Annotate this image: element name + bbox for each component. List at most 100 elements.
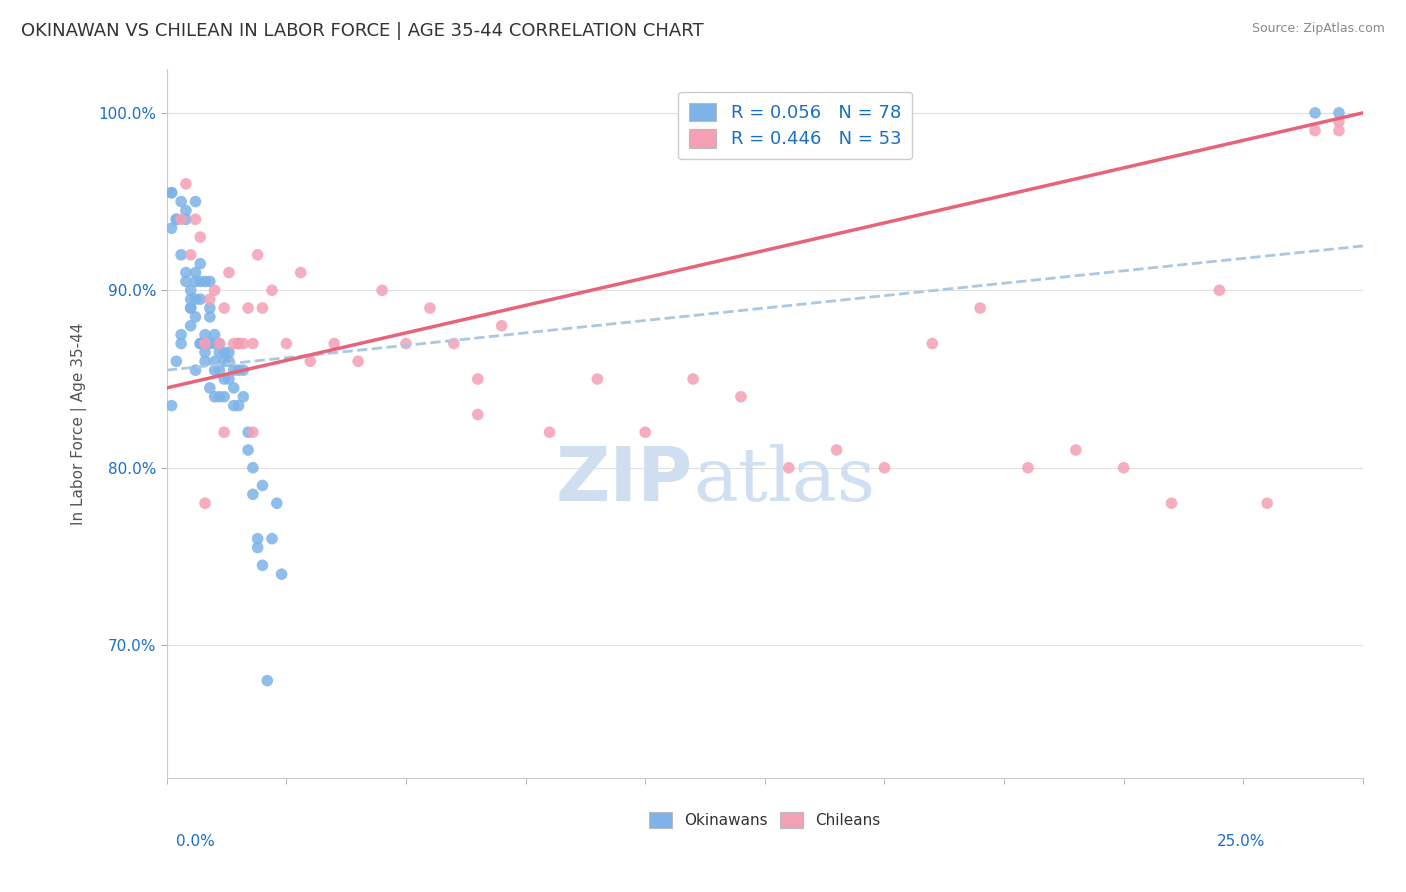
Point xyxy=(1327,114,1350,128)
Text: atlas: atlas xyxy=(693,443,875,516)
Point xyxy=(246,541,269,555)
Point xyxy=(218,266,240,280)
Point xyxy=(730,390,752,404)
Point xyxy=(218,345,240,359)
Point xyxy=(165,212,187,227)
Point xyxy=(491,318,513,333)
Point xyxy=(184,275,207,289)
Point xyxy=(194,327,217,342)
Point xyxy=(204,327,226,342)
Point xyxy=(222,336,245,351)
Point xyxy=(1256,496,1278,510)
Point xyxy=(180,248,202,262)
Point xyxy=(194,496,217,510)
Point xyxy=(184,310,207,324)
Point xyxy=(160,186,183,200)
Point xyxy=(276,336,298,351)
Text: OKINAWAN VS CHILEAN IN LABOR FORCE | AGE 35-44 CORRELATION CHART: OKINAWAN VS CHILEAN IN LABOR FORCE | AGE… xyxy=(21,22,704,40)
Point xyxy=(204,354,226,368)
Point xyxy=(218,354,240,368)
Point xyxy=(1327,123,1350,137)
Point xyxy=(467,408,489,422)
Point xyxy=(188,336,211,351)
Point xyxy=(1064,442,1087,457)
Point xyxy=(242,487,264,501)
Point xyxy=(873,460,896,475)
Point xyxy=(232,336,254,351)
Point xyxy=(208,336,231,351)
Point xyxy=(299,354,322,368)
Point xyxy=(170,327,193,342)
Point xyxy=(419,301,441,315)
Point xyxy=(188,275,211,289)
Point xyxy=(180,318,202,333)
Point xyxy=(160,186,183,200)
Point xyxy=(165,354,187,368)
Point xyxy=(165,212,187,227)
Point xyxy=(1327,106,1350,120)
Point xyxy=(266,496,288,510)
Point xyxy=(969,301,991,315)
Point xyxy=(198,381,221,395)
Point xyxy=(252,478,274,492)
Point xyxy=(198,336,221,351)
Point xyxy=(232,390,254,404)
Point xyxy=(825,442,848,457)
Point xyxy=(212,301,235,315)
Point xyxy=(188,230,211,244)
Point xyxy=(180,301,202,315)
Point xyxy=(174,275,197,289)
Point xyxy=(218,372,240,386)
Point xyxy=(323,336,346,351)
Text: Source: ZipAtlas.com: Source: ZipAtlas.com xyxy=(1251,22,1385,36)
Point xyxy=(204,363,226,377)
Point xyxy=(184,194,207,209)
Point xyxy=(921,336,943,351)
Point xyxy=(208,390,231,404)
Point xyxy=(228,399,250,413)
Point xyxy=(160,399,183,413)
Point xyxy=(236,442,259,457)
Point xyxy=(198,310,221,324)
Point xyxy=(212,425,235,440)
Point xyxy=(198,275,221,289)
Point xyxy=(184,212,207,227)
Point xyxy=(198,301,221,315)
Legend: Okinawans, Chileans: Okinawans, Chileans xyxy=(643,806,887,834)
Point xyxy=(222,399,245,413)
Point xyxy=(260,283,283,297)
Point xyxy=(236,425,259,440)
Point xyxy=(194,345,217,359)
Point xyxy=(208,345,231,359)
Point xyxy=(586,372,609,386)
Point xyxy=(180,292,202,306)
Point xyxy=(194,354,217,368)
Point xyxy=(188,257,211,271)
Point xyxy=(160,221,183,235)
Point xyxy=(198,292,221,306)
Point xyxy=(634,425,657,440)
Point xyxy=(1208,283,1230,297)
Point xyxy=(256,673,278,688)
Text: 0.0%: 0.0% xyxy=(176,834,215,849)
Point xyxy=(212,354,235,368)
Point xyxy=(228,363,250,377)
Point xyxy=(246,248,269,262)
Text: 25.0%: 25.0% xyxy=(1218,834,1265,849)
Point xyxy=(188,336,211,351)
Point xyxy=(180,283,202,297)
Point xyxy=(204,283,226,297)
Point xyxy=(538,425,561,440)
Point xyxy=(184,363,207,377)
Point xyxy=(174,177,197,191)
Point xyxy=(208,363,231,377)
Point xyxy=(170,212,193,227)
Point xyxy=(212,390,235,404)
Point xyxy=(212,345,235,359)
Point xyxy=(260,532,283,546)
Point xyxy=(290,266,312,280)
Point xyxy=(242,336,264,351)
Point xyxy=(170,194,193,209)
Point xyxy=(204,336,226,351)
Point xyxy=(184,292,207,306)
